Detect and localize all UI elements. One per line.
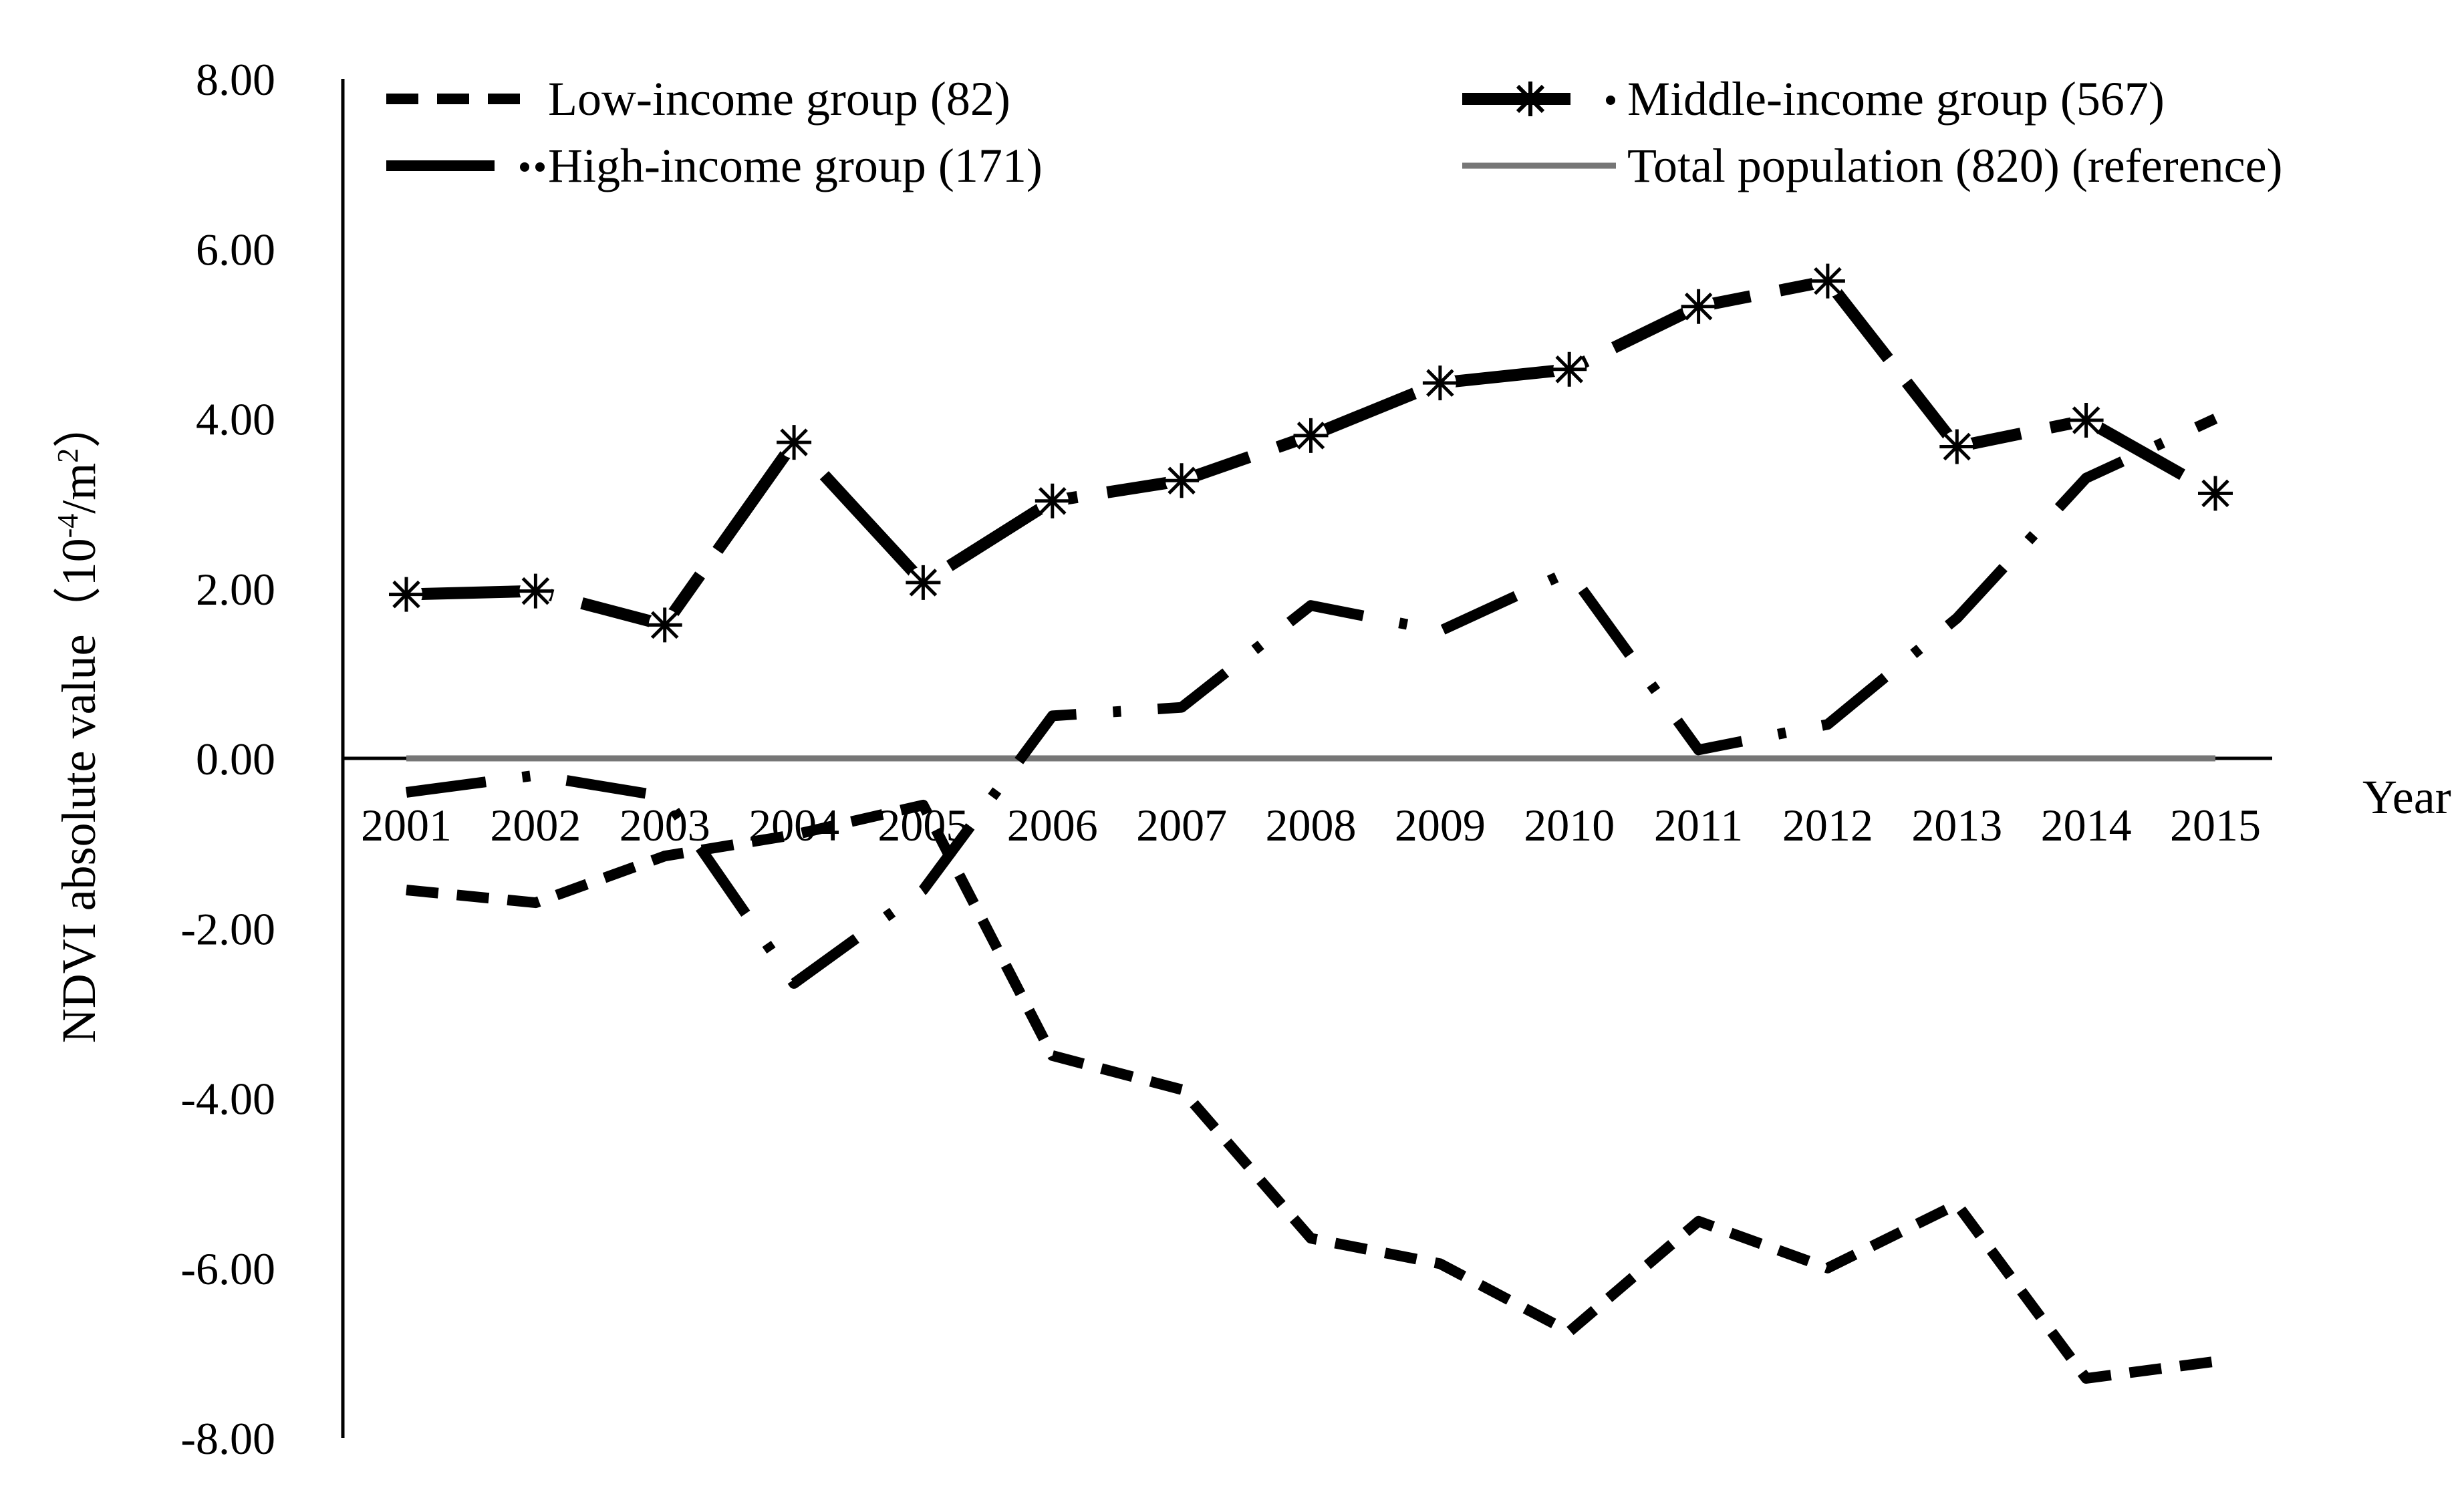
- x-tick-label: 2015: [2170, 800, 2261, 851]
- y-tick-labels: 8.00 6.00 4.00 2.00 0.00 -2.00 -4.00 -6.00 -8.00: [180, 54, 275, 1464]
- legend: Low-income group (82) Middle-income grou…: [386, 72, 2283, 192]
- x-tick-label: 2003: [620, 800, 710, 851]
- legend-item-high: High-income group (171): [386, 139, 1043, 192]
- legend-label-total: Total population (820) (reference): [1627, 139, 2283, 192]
- series-marker-middle: [2068, 403, 2104, 438]
- legend-marker-middle-asterisk-icon: [1513, 82, 1548, 116]
- x-tick-labels: 2001 2002 2003 2004 2005 2006 2007 2008 2009 2010…: [361, 800, 2261, 851]
- legend-label-high: High-income group (171): [548, 139, 1043, 192]
- series-marker-middle: [1293, 418, 1329, 453]
- x-tick-label: 2009: [1395, 800, 1486, 851]
- y-tick-label: 8.00: [196, 54, 275, 105]
- y-tick-label: -4.00: [180, 1074, 275, 1124]
- y-tick-label: 4.00: [196, 394, 275, 445]
- x-tick-label: 2006: [1007, 800, 1098, 851]
- y-axis-title-unit-mid: /m: [52, 463, 106, 514]
- legend-dot-middle: [1606, 96, 1615, 105]
- series-markers: [389, 263, 2233, 643]
- series-line-low: [406, 799, 2217, 1384]
- y-axis-title-unit-suffix: ）: [52, 400, 106, 448]
- series-marker-middle: [1164, 463, 1200, 498]
- x-tick-label: 2013: [1911, 800, 2002, 851]
- x-tick-label: 2014: [2041, 800, 2132, 851]
- series-marker-middle: [1035, 483, 1070, 518]
- x-tick-label: 2010: [1524, 800, 1615, 851]
- legend-item-total: Total population (820) (reference): [1462, 139, 2283, 192]
- x-tick-label: 2011: [1654, 800, 1743, 851]
- legend-label-middle: Middle-income group (567): [1627, 72, 2165, 126]
- legend-item-low: Low-income group (82): [386, 72, 1010, 126]
- legend-dot-high-1: [520, 162, 529, 172]
- series-marker-middle: [389, 577, 424, 612]
- x-axis-title: Year: [2362, 770, 2451, 824]
- x-tick-label: 2002: [490, 800, 581, 851]
- series-marker-middle: [777, 425, 812, 460]
- series-marker-middle: [1810, 263, 1845, 299]
- y-axis-title-unit-exponent-1: -4: [51, 514, 84, 539]
- y-tick-label: 0.00: [196, 734, 275, 784]
- series-marker-middle: [1552, 351, 1587, 387]
- x-tick-label: 2001: [361, 800, 452, 851]
- y-tick-label: -2.00: [180, 903, 275, 954]
- series-line-high: [405, 414, 2218, 989]
- x-tick-label: 2008: [1266, 800, 1357, 851]
- y-axis-title-unit-exponent-2: 2: [51, 448, 84, 463]
- legend-label-low: Low-income group (82): [548, 72, 1010, 126]
- y-axis-title: NDVI absolute value（10-4/m2）: [51, 400, 106, 1044]
- y-axis-title-unit-prefix: （10: [52, 538, 106, 634]
- series-marker-middle: [647, 607, 682, 643]
- legend-item-middle: Middle-income group (567): [1462, 72, 2165, 126]
- series-marker-middle: [518, 573, 553, 609]
- y-tick-label: -8.00: [180, 1413, 275, 1464]
- legend-dot-high-2: [535, 162, 545, 172]
- y-tick-label: -6.00: [180, 1243, 275, 1294]
- series-marker-middle: [2198, 476, 2233, 511]
- x-tick-label: 2007: [1136, 800, 1227, 851]
- y-axis-title-main: NDVI absolute value: [52, 634, 106, 1043]
- series-marker-middle: [1939, 429, 1975, 464]
- series-marker-middle: [1681, 289, 1716, 324]
- y-tick-label: 6.00: [196, 224, 275, 275]
- series-marker-middle: [1422, 365, 1458, 401]
- y-tick-label: 2.00: [196, 564, 275, 615]
- series-marker-middle: [906, 565, 941, 600]
- x-tick-label: 2012: [1782, 800, 1873, 851]
